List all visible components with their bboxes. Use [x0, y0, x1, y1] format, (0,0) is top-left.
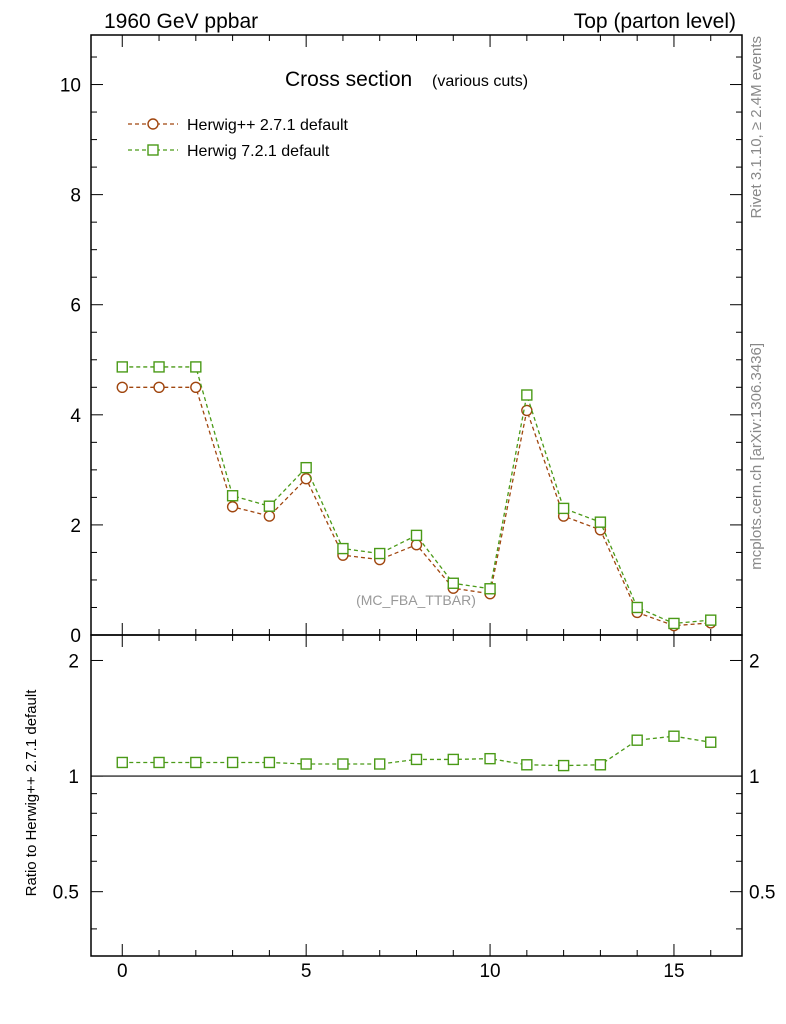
ratio-y-tick-label-right: 0.5 [749, 883, 775, 904]
mcplots-label: mcplots.cern.ch [arXiv:1306.3436] [748, 343, 765, 570]
main-0-line [122, 386, 711, 627]
main-1-point [594, 516, 607, 528]
legend-marker [147, 118, 159, 130]
x-tick-label: 15 [663, 961, 684, 982]
ratio-y-tick-label-left: 1 [68, 767, 79, 788]
main-1-line [122, 366, 711, 625]
main-0-point [153, 381, 165, 393]
legend-label: Herwig 7.2.1 default [187, 143, 330, 160]
x-tick-label: 5 [301, 961, 312, 982]
rivet-label: Rivet 3.1.10, ≥ 2.4M events [748, 36, 765, 219]
ratio-0-point [705, 736, 717, 748]
main-1-point [116, 361, 128, 373]
legend-label: Herwig++ 2.7.1 default [187, 117, 349, 134]
main-0-point [410, 539, 423, 551]
ratio-0-point [300, 758, 312, 770]
main-1-point [226, 490, 239, 502]
main-0-point [263, 510, 276, 522]
ratio-y-tick-label-right: 2 [749, 651, 760, 672]
ratio-frame [90, 634, 743, 957]
main-1-point [337, 542, 349, 555]
ratio-y-tick-label-right: 1 [749, 767, 760, 788]
ratio-0-series [116, 730, 717, 772]
main-1-point [705, 614, 717, 626]
ratio-panel: 0.5 0.5 1 1 2 2 0 5 10 15 Ratio to Herwig++ 2.7.1 … [23, 634, 775, 982]
y-tick-label: 4 [70, 406, 81, 427]
legend-entry: Herwig 7.2.1 default [128, 143, 330, 160]
main-0-point [116, 381, 128, 393]
x-tick-label: 10 [479, 961, 500, 982]
ratio-0-point [226, 756, 239, 769]
y-tick-label: 2 [70, 516, 81, 537]
ratio-0-point [557, 759, 570, 772]
main-1-point [557, 502, 570, 515]
main-1-point [263, 500, 276, 512]
ratio-0-point [668, 730, 680, 742]
header-left-label: 1960 GeV ppbar [104, 10, 258, 33]
y-tick-label: 0 [70, 626, 81, 647]
main-1-point [447, 577, 459, 589]
main-1-point [521, 389, 533, 401]
main-1-point [153, 361, 165, 373]
y-tick-label: 6 [70, 296, 81, 317]
ratio-0-point [190, 756, 202, 769]
ratio-0-point [337, 758, 349, 770]
x-tick-label: 0 [117, 961, 128, 982]
ratio-0-point [521, 759, 533, 771]
legend-marker [147, 144, 159, 156]
main-0-point [300, 472, 312, 485]
ratio-0-point [263, 756, 276, 769]
main-1-point [300, 461, 312, 474]
ratio-y-axis-label: Ratio to Herwig++ 2.7.1 default [23, 689, 40, 897]
ratio-0-point [374, 758, 386, 770]
main-1-point [484, 583, 496, 595]
main-1-point [668, 617, 680, 630]
main-0-point [190, 381, 202, 393]
chart-subtitle: (various cuts) [432, 73, 528, 90]
legend-entry: Herwig++ 2.7.1 default [128, 117, 349, 134]
ratio-0-point [631, 734, 643, 746]
main-1-point [631, 601, 643, 614]
ratio-y-tick-label-left: 2 [68, 651, 79, 672]
y-tick-label: 8 [70, 186, 81, 207]
ratio-y-tick-label-left: 0.5 [53, 883, 79, 904]
ratio-0-point [116, 756, 128, 769]
chart-title: Cross section [285, 68, 412, 91]
main-1-point [410, 529, 423, 542]
ratio-0-point [447, 753, 459, 766]
ratio-0-point [484, 752, 496, 765]
ratio-0-point [410, 753, 423, 766]
watermark-label: (MC_FBA_TTBAR) [356, 592, 476, 608]
main-0-point [226, 501, 239, 513]
header-right-label: Top (parton level) [574, 10, 736, 33]
main-panel: 0 2 4 6 8 10 Cross section (various cuts) (MC_FB… [60, 34, 743, 647]
ratio-0-point [594, 759, 607, 771]
main-1-point [374, 547, 386, 560]
y-tick-label: 10 [60, 76, 81, 97]
ratio-0-point [153, 756, 165, 769]
main-1-series [116, 361, 717, 630]
main-1-point [190, 361, 202, 373]
